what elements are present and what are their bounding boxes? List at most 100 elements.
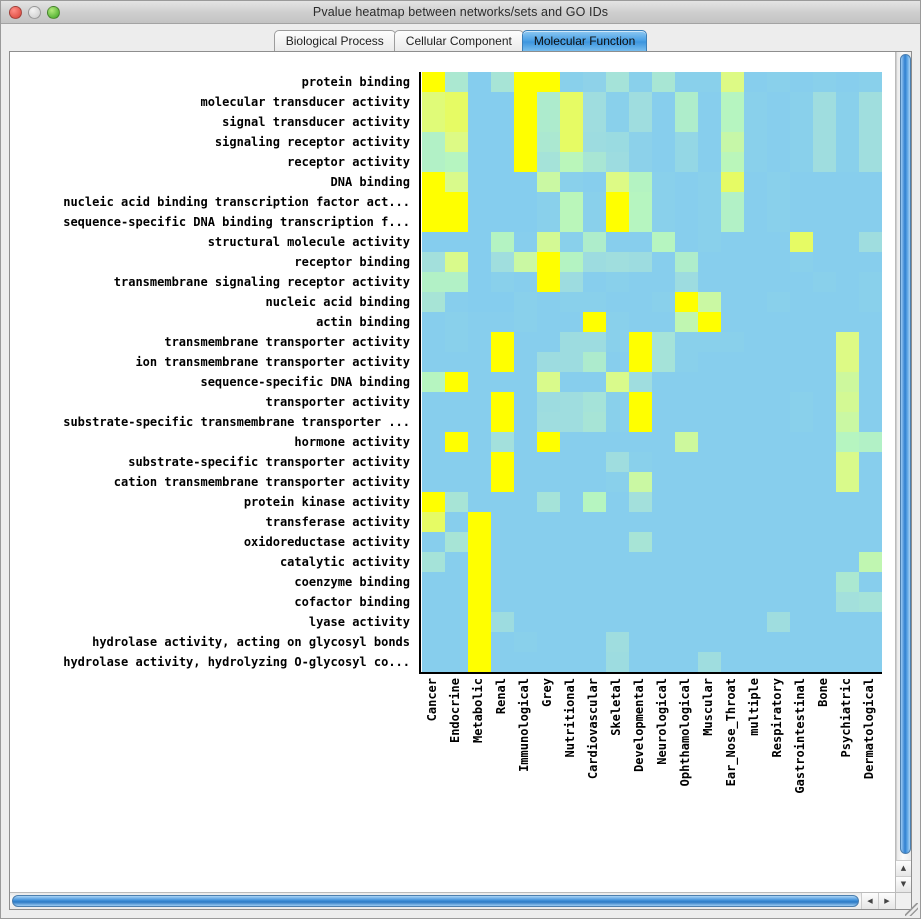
heatmap-cell[interactable] [859, 412, 882, 432]
heatmap-cell[interactable] [813, 552, 836, 572]
heatmap-cell[interactable] [721, 212, 744, 232]
heatmap-cell[interactable] [560, 72, 583, 92]
heatmap-cell[interactable] [698, 572, 721, 592]
heatmap-cell[interactable] [836, 132, 859, 152]
heatmap-cell[interactable] [491, 492, 514, 512]
heatmap-cell[interactable] [514, 452, 537, 472]
heatmap-cell[interactable] [836, 512, 859, 532]
heatmap-cell[interactable] [836, 432, 859, 452]
heatmap-cell[interactable] [491, 532, 514, 552]
heatmap-cell[interactable] [537, 452, 560, 472]
heatmap-cell[interactable] [767, 212, 790, 232]
heatmap-cell[interactable] [652, 492, 675, 512]
heatmap-cell[interactable] [468, 632, 491, 652]
heatmap-cell[interactable] [445, 312, 468, 332]
heatmap-cell[interactable] [583, 292, 606, 312]
heatmap-cell[interactable] [491, 592, 514, 612]
heatmap-cell[interactable] [698, 632, 721, 652]
heatmap-cell[interactable] [537, 132, 560, 152]
zoom-button[interactable] [47, 6, 60, 19]
heatmap-cell[interactable] [859, 232, 882, 252]
heatmap-cell[interactable] [790, 312, 813, 332]
heatmap-cell[interactable] [813, 212, 836, 232]
heatmap-cell[interactable] [721, 312, 744, 332]
heatmap-cell[interactable] [468, 492, 491, 512]
heatmap-cell[interactable] [859, 312, 882, 332]
heatmap-cell[interactable] [813, 352, 836, 372]
heatmap-cell[interactable] [514, 232, 537, 252]
heatmap-cell[interactable] [721, 152, 744, 172]
heatmap-cell[interactable] [491, 552, 514, 572]
heatmap-cell[interactable] [583, 592, 606, 612]
heatmap-cell[interactable] [583, 612, 606, 632]
heatmap-cell[interactable] [767, 572, 790, 592]
heatmap-cell[interactable] [767, 392, 790, 412]
heatmap-cell[interactable] [629, 592, 652, 612]
heatmap-cell[interactable] [836, 272, 859, 292]
heatmap-cell[interactable] [537, 652, 560, 672]
heatmap-cell[interactable] [422, 512, 445, 532]
heatmap-cell[interactable] [606, 412, 629, 432]
heatmap-cell[interactable] [744, 112, 767, 132]
heatmap-cell[interactable] [422, 212, 445, 232]
heatmap-cell[interactable] [537, 112, 560, 132]
heatmap-cell[interactable] [606, 592, 629, 612]
heatmap-cell[interactable] [836, 92, 859, 112]
heatmap-cell[interactable] [836, 652, 859, 672]
heatmap-cell[interactable] [583, 512, 606, 532]
heatmap-cell[interactable] [491, 72, 514, 92]
heatmap-cell[interactable] [422, 652, 445, 672]
heatmap-cell[interactable] [468, 232, 491, 252]
heatmap-cell[interactable] [790, 232, 813, 252]
heatmap-cell[interactable] [721, 652, 744, 672]
heatmap-cell[interactable] [698, 332, 721, 352]
heatmap-cell[interactable] [721, 472, 744, 492]
heatmap-cell[interactable] [537, 292, 560, 312]
heatmap-cell[interactable] [813, 372, 836, 392]
heatmap-cell[interactable] [698, 152, 721, 172]
heatmap-cell[interactable] [422, 412, 445, 432]
heatmap-cell[interactable] [468, 372, 491, 392]
heatmap-cell[interactable] [652, 252, 675, 272]
heatmap-cell[interactable] [606, 472, 629, 492]
heatmap-cell[interactable] [514, 92, 537, 112]
heatmap-cell[interactable] [491, 272, 514, 292]
heatmap-cell[interactable] [514, 572, 537, 592]
heatmap-cell[interactable] [859, 492, 882, 512]
heatmap-cell[interactable] [744, 212, 767, 232]
heatmap-cell[interactable] [675, 652, 698, 672]
heatmap-cell[interactable] [606, 152, 629, 172]
heatmap-cell[interactable] [606, 72, 629, 92]
heatmap-cell[interactable] [790, 512, 813, 532]
heatmap-cell[interactable] [629, 432, 652, 452]
heatmap-cell[interactable] [767, 112, 790, 132]
heatmap-cell[interactable] [583, 192, 606, 212]
heatmap-cell[interactable] [652, 152, 675, 172]
heatmap-cell[interactable] [422, 572, 445, 592]
heatmap-cell[interactable] [514, 192, 537, 212]
heatmap-cell[interactable] [514, 552, 537, 572]
heatmap-cell[interactable] [491, 352, 514, 372]
heatmap-cell[interactable] [813, 112, 836, 132]
heatmap-cell[interactable] [813, 512, 836, 532]
heatmap-cell[interactable] [537, 312, 560, 332]
heatmap-cell[interactable] [491, 652, 514, 672]
heatmap-cell[interactable] [445, 412, 468, 432]
heatmap-cell[interactable] [606, 532, 629, 552]
heatmap-cell[interactable] [514, 272, 537, 292]
heatmap-cell[interactable] [721, 172, 744, 192]
heatmap-cell[interactable] [767, 332, 790, 352]
heatmap-cell[interactable] [859, 612, 882, 632]
heatmap-cell[interactable] [859, 352, 882, 372]
heatmap-cell[interactable] [790, 72, 813, 92]
heatmap-cell[interactable] [468, 152, 491, 172]
heatmap-cell[interactable] [652, 352, 675, 372]
heatmap-cell[interactable] [583, 92, 606, 112]
heatmap-cell[interactable] [790, 192, 813, 212]
heatmap-cell[interactable] [859, 432, 882, 452]
heatmap-cell[interactable] [560, 252, 583, 272]
heatmap-cell[interactable] [836, 372, 859, 392]
heatmap-cell[interactable] [652, 292, 675, 312]
heatmap-cell[interactable] [836, 212, 859, 232]
heatmap-cell[interactable] [537, 272, 560, 292]
